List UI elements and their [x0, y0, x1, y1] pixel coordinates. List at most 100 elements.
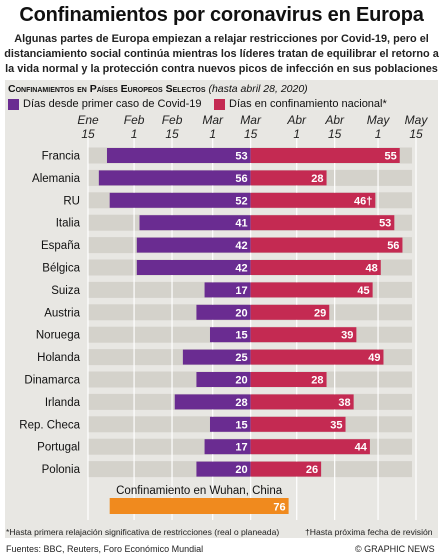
bar-first-case [196, 372, 251, 387]
bar-first-case [106, 148, 251, 163]
tick-label-day: 15 [328, 127, 342, 141]
wuhan-label: Confinamiento en Wuhan, China [116, 485, 283, 497]
bar-lockdown [250, 148, 400, 163]
value-label-first-case: 25 [235, 352, 247, 364]
value-label-first-case: 15 [235, 419, 247, 431]
bar-first-case [98, 170, 251, 186]
value-label-lockdown: 35 [330, 419, 342, 431]
bar-lockdown [250, 372, 327, 387]
bar-first-case [136, 260, 251, 275]
legend-label-red: Días en confinamiento nacional* [229, 98, 387, 110]
page-title: Confinamientos por coronavirus en Europa [19, 4, 424, 26]
bar-lockdown [250, 394, 354, 410]
value-label-lockdown: 45 [357, 285, 369, 297]
legend-red: Días en confinamiento nacional* [214, 98, 387, 110]
country-label: Irlanda [45, 397, 81, 409]
country-label: Holanda [37, 352, 80, 364]
value-label-first-case: 20 [235, 464, 247, 476]
value-label-lockdown: 46† [354, 195, 372, 207]
tick-label-month: Mar [240, 113, 262, 127]
country-label: Noruega [36, 330, 81, 342]
value-label-first-case: 53 [235, 151, 247, 163]
value-label-lockdown: 26 [306, 464, 318, 476]
bar-lockdown [250, 170, 327, 186]
country-label: Suiza [51, 285, 80, 297]
country-label: Italia [56, 218, 81, 230]
value-label-first-case: 20 [235, 307, 247, 319]
country-label: Austria [44, 307, 80, 319]
bar-wuhan [109, 498, 289, 514]
bar-lockdown [250, 282, 373, 298]
country-label: Portugal [37, 442, 80, 454]
value-label-lockdown: 28 [311, 375, 323, 387]
value-label-first-case: 17 [235, 442, 247, 454]
value-label-lockdown: 56 [387, 240, 399, 252]
bar-lockdown [250, 192, 376, 208]
tick-label-day: 1 [293, 127, 300, 141]
subtitle: Algunas partes de Europa empiezan a rela… [4, 33, 439, 75]
tick-label-day: 15 [244, 127, 258, 141]
value-label-first-case: 42 [235, 240, 247, 252]
bar-lockdown [250, 260, 381, 275]
bar-lockdown [250, 327, 357, 343]
country-label: Alemania [32, 173, 81, 185]
value-label-lockdown: 55 [384, 151, 396, 163]
country-label: Dinamarca [24, 375, 80, 387]
country-label: RU [63, 195, 80, 207]
footnote-asterisk: *Hasta primera relajación significativa … [6, 527, 280, 537]
bar-lockdown [250, 349, 384, 365]
value-label-first-case: 41 [235, 218, 247, 230]
bar-first-case [182, 349, 251, 365]
value-label-lockdown: 28 [311, 173, 323, 185]
tick-label-month: Ene [77, 113, 99, 127]
tick-label-day: 15 [409, 127, 423, 141]
bar-first-case [139, 215, 251, 231]
value-label-first-case: 56 [235, 173, 247, 185]
bar-first-case [196, 461, 251, 477]
country-label: Polonia [42, 464, 81, 476]
tick-label-month: Feb [162, 113, 183, 127]
tick-label-day: 15 [165, 127, 179, 141]
section-title: Confinamientos en Países Europeos Select… [8, 83, 308, 95]
value-label-first-case: 52 [235, 195, 247, 207]
value-label-first-case: 28 [235, 397, 247, 409]
value-label-lockdown: 39 [341, 330, 353, 342]
tick-label-day: 1 [131, 127, 138, 141]
legend-label-purple: Días desde primer caso de Covid-19 [23, 98, 202, 110]
value-label-first-case: 15 [235, 330, 247, 342]
tick-label-month: May [367, 113, 391, 127]
bar-lockdown [250, 461, 322, 477]
bar-first-case [209, 416, 251, 432]
bar-first-case [109, 192, 251, 208]
value-label-lockdown: 48 [366, 263, 378, 275]
bar-first-case [136, 237, 251, 253]
footnote-dagger: †Hasta próxima fecha de revisión [305, 527, 433, 537]
legend-swatch-red [214, 98, 225, 110]
country-label: España [41, 240, 81, 252]
sources: Fuentes: BBC, Reuters, Foro Económico Mu… [6, 544, 204, 554]
bar-first-case [174, 394, 251, 410]
bar-first-case [204, 282, 251, 298]
tick-label-day: 1 [375, 127, 382, 141]
value-label-first-case: 42 [235, 263, 247, 275]
tick-label-day: 15 [81, 127, 95, 141]
value-label-first-case: 20 [235, 375, 247, 387]
value-label-lockdown: 29 [314, 307, 326, 319]
bar-lockdown [250, 237, 403, 253]
bar-lockdown [250, 215, 395, 231]
bar-lockdown [250, 416, 346, 432]
credit: © GRAPHIC NEWS [355, 544, 435, 554]
bar-first-case [204, 439, 251, 455]
tick-label-month: Mar [202, 113, 224, 127]
country-label: Bélgica [42, 263, 80, 275]
country-label: Rep. Checa [19, 419, 80, 431]
country-label: Francia [42, 151, 81, 163]
value-label-first-case: 17 [235, 285, 247, 297]
section-title-text: Confinamientos en Países Europeos Select… [8, 83, 206, 95]
bar-lockdown [250, 304, 330, 320]
legend-purple: Días desde primer caso de Covid-19 [8, 98, 202, 110]
value-label-lockdown: 44 [355, 442, 368, 454]
section-date: (hasta abril 28, 2020) [208, 83, 308, 95]
tick-label-day: 1 [209, 127, 216, 141]
